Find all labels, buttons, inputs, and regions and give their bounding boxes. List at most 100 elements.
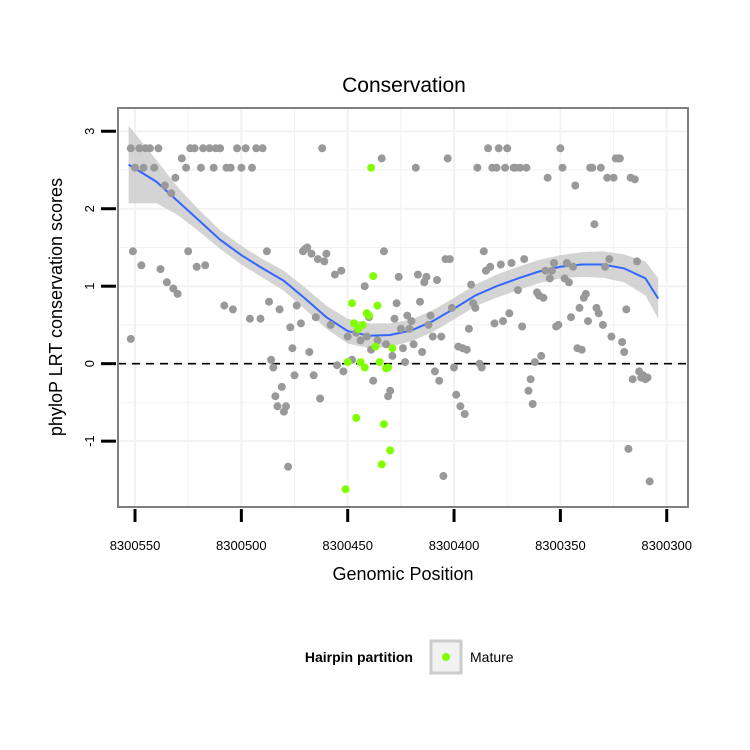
data-point — [603, 173, 612, 182]
y-tick-label: 1 — [82, 283, 97, 290]
data-point — [633, 257, 641, 266]
data-point — [605, 255, 614, 264]
data-point — [220, 301, 229, 310]
data-point — [416, 297, 424, 306]
data-point — [528, 400, 537, 408]
data-point — [422, 272, 431, 281]
mature-point — [356, 358, 365, 367]
x-axis: 8300550 8300500 8300450 8300400 8300350 83003… — [110, 509, 692, 553]
data-point — [245, 314, 254, 323]
data-point — [273, 402, 282, 411]
x-tick-label: 8300450 — [322, 538, 373, 553]
data-point — [447, 303, 456, 312]
data-point — [411, 163, 420, 172]
data-point — [267, 355, 276, 364]
data-point — [518, 322, 527, 331]
data-point — [624, 444, 633, 453]
data-point — [426, 311, 435, 320]
data-point — [205, 144, 214, 153]
mature-point — [358, 320, 367, 329]
data-point — [388, 351, 397, 360]
data-point — [615, 154, 624, 163]
data-point — [539, 293, 548, 302]
data-point — [437, 332, 446, 341]
data-point — [622, 305, 631, 314]
data-point — [190, 144, 199, 153]
data-point — [618, 338, 627, 346]
y-axis: 3 2 1 0 -1 — [82, 128, 116, 447]
data-point — [360, 282, 369, 291]
data-point — [173, 289, 182, 298]
data-point — [575, 303, 584, 312]
data-point — [288, 344, 297, 353]
data-point — [430, 367, 439, 376]
data-point — [520, 255, 529, 264]
data-point — [571, 181, 580, 190]
data-point — [494, 144, 503, 153]
data-point — [558, 163, 567, 172]
x-tick-label: 8300500 — [216, 538, 267, 553]
data-point — [248, 163, 256, 172]
data-point — [209, 163, 218, 172]
plot-panel-border — [117, 107, 689, 508]
mature-point — [377, 460, 386, 469]
data-point — [226, 163, 235, 172]
data-point — [126, 144, 135, 153]
data-point — [547, 266, 556, 275]
data-point — [643, 373, 652, 382]
data-point — [609, 173, 618, 182]
mature-point — [373, 301, 382, 310]
mature-point — [367, 163, 376, 172]
data-point — [424, 320, 433, 329]
data-point — [501, 163, 510, 172]
data-point — [590, 220, 599, 229]
data-point — [418, 348, 427, 356]
data-point — [484, 144, 493, 153]
data-point — [596, 163, 605, 172]
data-point — [258, 144, 267, 153]
data-point — [252, 144, 261, 153]
data-point — [496, 260, 505, 269]
data-point — [428, 332, 437, 341]
data-point — [160, 181, 169, 190]
data-point — [309, 371, 318, 380]
data-point — [524, 386, 533, 395]
data-point — [450, 363, 458, 372]
data-point — [128, 247, 137, 256]
x-tick-label: 8300350 — [535, 538, 586, 553]
mature-point — [360, 363, 369, 372]
data-point — [233, 144, 242, 153]
data-point — [505, 309, 514, 318]
data-point — [337, 266, 346, 275]
x-tick-label: 8300550 — [110, 538, 161, 553]
data-point — [490, 319, 499, 328]
data-point — [460, 410, 469, 418]
mature-point — [343, 358, 352, 367]
mature-point — [341, 485, 350, 494]
mature-point — [371, 342, 380, 351]
data-point — [522, 163, 531, 172]
data-point — [645, 477, 654, 486]
mature-point — [375, 358, 384, 367]
mature-point — [386, 446, 395, 455]
data-point — [439, 472, 448, 480]
data-point — [499, 317, 507, 326]
data-point — [628, 375, 637, 384]
data-point — [316, 394, 325, 403]
mature-point — [369, 272, 378, 281]
y-tick-label: -1 — [82, 435, 97, 447]
data-point — [507, 259, 516, 267]
legend-key-box — [429, 639, 463, 675]
data-point — [305, 348, 314, 356]
data-point — [311, 313, 320, 322]
data-point — [256, 314, 265, 323]
data-point — [564, 278, 573, 287]
data-point — [473, 163, 482, 172]
mature-point — [350, 319, 359, 328]
data-point — [392, 299, 401, 308]
data-point — [598, 320, 607, 329]
data-point — [526, 375, 535, 384]
data-point — [275, 305, 284, 314]
data-point — [407, 317, 416, 326]
